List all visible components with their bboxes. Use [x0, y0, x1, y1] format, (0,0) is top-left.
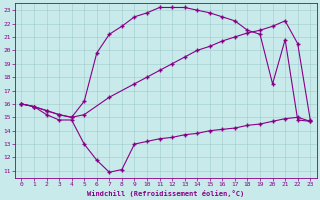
X-axis label: Windchill (Refroidissement éolien,°C): Windchill (Refroidissement éolien,°C): [87, 190, 244, 197]
